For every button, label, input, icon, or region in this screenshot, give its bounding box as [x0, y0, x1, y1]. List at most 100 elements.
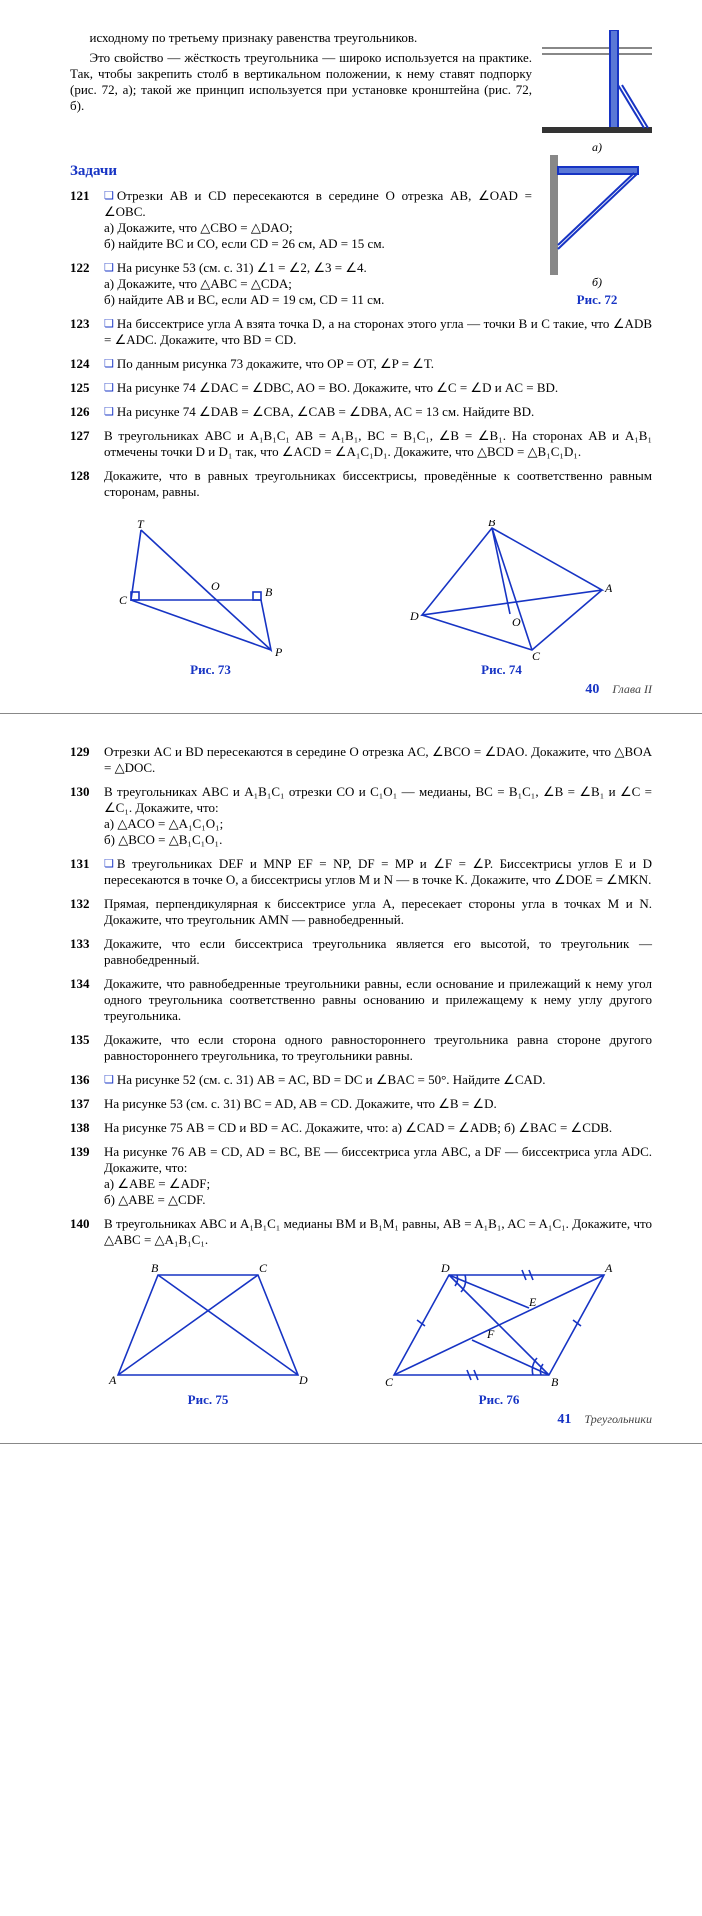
fig-73-svg: T C O B P	[111, 520, 311, 660]
svg-text:B: B	[265, 585, 273, 599]
problem-body: В треугольниках ABC и A₁B₁C₁ AB = A₁B₁, …	[104, 428, 652, 460]
fig-72-label: Рис. 72	[542, 292, 652, 308]
problem-body: ❏По данным рисунка 73 докажите, что OP =…	[104, 356, 652, 372]
problem-137: 137На рисунке 53 (см. с. 31) BC = AD, AB…	[70, 1096, 652, 1112]
page-41: 129Отрезки AC и BD пересекаются в середи…	[0, 714, 702, 1444]
book-icon: ❏	[104, 262, 114, 274]
svg-text:D: D	[298, 1373, 308, 1387]
problem-num: 131	[70, 856, 104, 888]
fig-75-svg: A B C D	[103, 1260, 313, 1390]
problem-body: В треугольниках ABC и A₁B₁C₁ отрезки CO …	[104, 784, 652, 848]
problem-num: 140	[70, 1216, 104, 1248]
problem-body: Докажите, что в равных треугольниках бис…	[104, 468, 652, 500]
fig-72: а)	[542, 30, 652, 155]
problem-140: 140В треугольниках ABC и A₁B₁C₁ медианы …	[70, 1216, 652, 1248]
fig-74-label: Рис. 74	[392, 662, 612, 678]
svg-text:C: C	[119, 593, 128, 607]
fig-72b-svg	[542, 155, 652, 275]
fig-74-svg: B A D C O	[392, 520, 612, 660]
svg-text:C: C	[532, 649, 541, 660]
problem-num: 137	[70, 1096, 104, 1112]
fig-72-sub-b: б)	[542, 275, 652, 290]
problem-body: В треугольниках ABC и A₁B₁C₁ медианы BM …	[104, 1216, 652, 1248]
problem-num: 121	[70, 188, 104, 252]
svg-text:B: B	[151, 1261, 159, 1275]
fig-76-label: Рис. 76	[379, 1392, 619, 1408]
fig-75: A B C D Рис. 75	[103, 1260, 313, 1408]
problem-136: 136❏На рисунке 52 (см. с. 31) AB = AC, B…	[70, 1072, 652, 1088]
book-icon: ❏	[104, 382, 114, 394]
problem-121: 121❏Отрезки AB и CD пересекаются в серед…	[70, 188, 532, 252]
problem-num: 134	[70, 976, 104, 1024]
problem-num: 138	[70, 1120, 104, 1136]
svg-text:A: A	[108, 1373, 117, 1387]
page-num-41: 41	[557, 1412, 571, 1427]
problem-body: ❏На рисунке 74 ∠DAB = ∠CBA, ∠CAB = ∠DBA,…	[104, 404, 652, 420]
problems-41: 129Отрезки AC и BD пересекаются в середи…	[70, 744, 652, 1248]
fig-72-sub-a: а)	[542, 140, 652, 155]
svg-text:B: B	[551, 1375, 559, 1389]
fig-73: T C O B P Рис. 73	[111, 520, 311, 678]
problem-num: 135	[70, 1032, 104, 1064]
problem-num: 126	[70, 404, 104, 420]
svg-text:F: F	[486, 1327, 495, 1341]
fig-73-label: Рис. 73	[111, 662, 311, 678]
problem-127: 127В треугольниках ABC и A₁B₁C₁ AB = A₁B…	[70, 428, 652, 460]
svg-text:P: P	[274, 645, 283, 659]
problem-num: 129	[70, 744, 104, 776]
svg-text:D: D	[409, 609, 419, 623]
problem-133: 133Докажите, что если биссектриса треуго…	[70, 936, 652, 968]
fig-74: B A D C O Рис. 74	[392, 520, 612, 678]
problem-num: 124	[70, 356, 104, 372]
chapter-41: Треугольники	[584, 1412, 652, 1426]
problem-body: Прямая, перпендикулярная к биссектрисе у…	[104, 896, 652, 928]
svg-text:O: O	[512, 615, 521, 629]
problem-124: 124❏По данным рисунка 73 докажите, что O…	[70, 356, 652, 372]
svg-text:E: E	[528, 1295, 537, 1309]
book-icon: ❏	[104, 190, 114, 202]
svg-text:T: T	[137, 520, 145, 531]
footer-40: 40 Глава II	[70, 682, 652, 698]
svg-text:C: C	[385, 1375, 394, 1389]
problem-123: 123❏На биссектрисе угла A взята точка D,…	[70, 316, 652, 348]
problem-body: Отрезки AC и BD пересекаются в середине …	[104, 744, 652, 776]
problem-num: 132	[70, 896, 104, 928]
svg-text:D: D	[440, 1261, 450, 1275]
svg-text:A: A	[604, 1261, 613, 1275]
problem-body: На рисунке 75 AB = CD и BD = AC. Докажит…	[104, 1120, 652, 1136]
problem-body: ❏Отрезки AB и CD пересекаются в середине…	[104, 188, 532, 252]
book-icon: ❏	[104, 406, 114, 418]
problem-num: 139	[70, 1144, 104, 1208]
book-icon: ❏	[104, 318, 114, 330]
problem-135: 135Докажите, что если сторона одного рав…	[70, 1032, 652, 1064]
problem-134: 134Докажите, что равнобедренные треуголь…	[70, 976, 652, 1024]
problem-body: ❏На рисунке 52 (см. с. 31) AB = AC, BD =…	[104, 1072, 652, 1088]
problem-131: 131❏В треугольниках DEF и MNP EF = NP, D…	[70, 856, 652, 888]
problem-num: 130	[70, 784, 104, 848]
fig-72a-svg	[542, 30, 652, 140]
problem-125: 125❏На рисунке 74 ∠DAC = ∠DBC, AO = BO. …	[70, 380, 652, 396]
intro-text: исходному по третьему признаку равенства…	[70, 30, 532, 114]
book-icon: ❏	[104, 358, 114, 370]
problem-body: ❏На биссектрисе угла A взята точка D, а …	[104, 316, 652, 348]
problem-body: Докажите, что если биссектриса треугольн…	[104, 936, 652, 968]
problem-132: 132Прямая, перпендикулярная к биссектрис…	[70, 896, 652, 928]
problem-num: 122	[70, 260, 104, 308]
figs-row-41: A B C D Рис. 75	[70, 1260, 652, 1408]
problem-num: 136	[70, 1072, 104, 1088]
problem-body: ❏В треугольниках DEF и MNP EF = NP, DF =…	[104, 856, 652, 888]
fig-76-svg: A B C D E F	[379, 1260, 619, 1390]
svg-text:C: C	[259, 1261, 268, 1275]
book-icon: ❏	[104, 858, 114, 870]
problem-num: 128	[70, 468, 104, 500]
problem-128: 128Докажите, что в равных треугольниках …	[70, 468, 652, 500]
problem-num: 123	[70, 316, 104, 348]
intro-p1: исходному по третьему признаку равенства…	[70, 30, 532, 46]
svg-text:B: B	[488, 520, 496, 529]
problem-body: Докажите, что равнобедренные треугольник…	[104, 976, 652, 1024]
problem-139: 139На рисунке 76 AB = CD, AD = BC, BE — …	[70, 1144, 652, 1208]
fig-72b: б) Рис. 72	[542, 155, 652, 308]
page-num-40: 40	[585, 682, 599, 697]
problem-126: 126❏На рисунке 74 ∠DAB = ∠CBA, ∠CAB = ∠D…	[70, 404, 652, 420]
book-icon: ❏	[104, 1074, 114, 1086]
